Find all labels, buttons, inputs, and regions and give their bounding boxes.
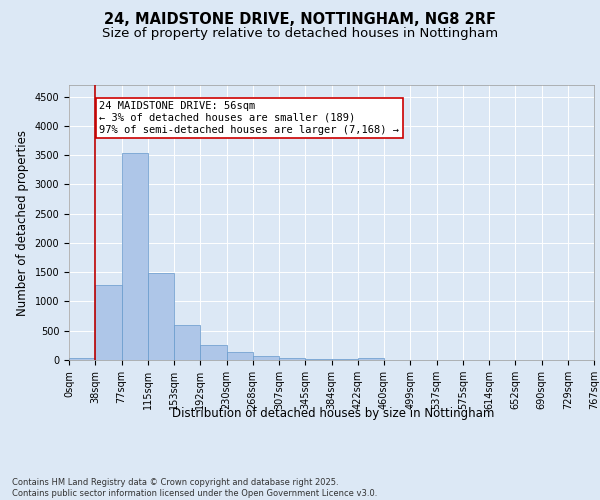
- Text: 24, MAIDSTONE DRIVE, NOTTINGHAM, NG8 2RF: 24, MAIDSTONE DRIVE, NOTTINGHAM, NG8 2RF: [104, 12, 496, 28]
- Bar: [253, 356, 279, 360]
- Bar: [279, 358, 305, 360]
- Bar: [95, 285, 121, 360]
- Text: Size of property relative to detached houses in Nottingham: Size of property relative to detached ho…: [102, 28, 498, 40]
- Bar: [148, 273, 174, 360]
- Text: 24 MAIDSTONE DRIVE: 56sqm
← 3% of detached houses are smaller (189)
97% of semi-: 24 MAIDSTONE DRIVE: 56sqm ← 3% of detach…: [99, 102, 399, 134]
- Y-axis label: Number of detached properties: Number of detached properties: [16, 130, 29, 316]
- Bar: [227, 352, 253, 360]
- Bar: [121, 154, 148, 360]
- Bar: [174, 325, 200, 360]
- Bar: [200, 345, 227, 360]
- Bar: [305, 359, 331, 360]
- Bar: [358, 358, 384, 360]
- Text: Contains HM Land Registry data © Crown copyright and database right 2025.
Contai: Contains HM Land Registry data © Crown c…: [12, 478, 377, 498]
- Bar: [69, 358, 95, 360]
- Text: Distribution of detached houses by size in Nottingham: Distribution of detached houses by size …: [172, 408, 494, 420]
